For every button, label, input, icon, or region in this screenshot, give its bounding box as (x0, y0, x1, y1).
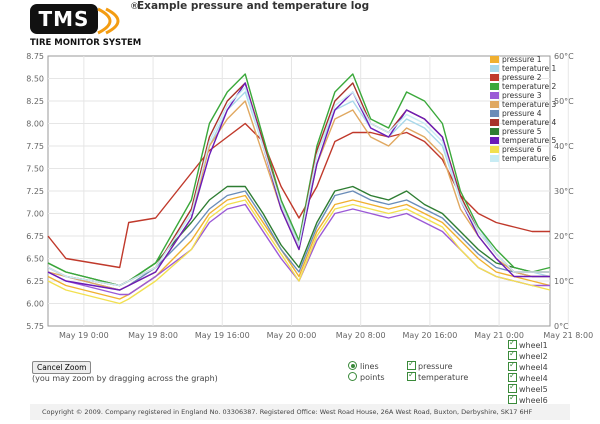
y-right-tick-label: 20°C (554, 232, 574, 241)
legend-entry: pressure 2 (502, 73, 542, 82)
wheel-label: wheel6 (519, 396, 548, 405)
radio-icon (348, 361, 357, 370)
y-left-tick-label: 5.75 (26, 322, 44, 331)
series-line-pressure-5 (47, 185, 550, 287)
y-left-tick-label: 6.00 (26, 300, 44, 309)
y-left-tick-label: 8.50 (26, 75, 44, 84)
show-temperature-checkbox[interactable]: temperature (407, 370, 469, 382)
x-tick-label: May 21 8:00 (543, 331, 593, 340)
legend-entry: pressure 4 (502, 109, 542, 118)
wheel-label: wheel5 (519, 385, 548, 394)
series-line-pressure-1 (47, 194, 551, 300)
x-tick-label: May 20 8:00 (336, 331, 386, 340)
legend-entry: temperature 4 (502, 118, 557, 127)
x-tick-label: May 21 0:00 (474, 331, 524, 340)
y-left-tick-label: 7.75 (26, 142, 44, 151)
series-line-pressure-4 (47, 190, 550, 291)
radio-icon (348, 372, 357, 381)
tms-logo: TMS ® TIRE MONITOR SYSTEM (30, 2, 142, 50)
y-left-tick-label: 6.50 (26, 255, 44, 264)
legend-swatch (490, 56, 499, 63)
checkbox-icon (407, 370, 416, 381)
logo-text: TMS (38, 7, 90, 31)
x-tick-label: May 19 8:00 (128, 331, 178, 340)
x-tick-label: May 19 0:00 (59, 331, 109, 340)
legend-swatch (490, 83, 499, 90)
y-left-tick-label: 7.00 (26, 210, 44, 219)
show-pressure-label: pressure (418, 362, 453, 371)
logo-registered-mark: ® (130, 2, 139, 12)
logo-box (30, 4, 98, 34)
legend-swatch (490, 65, 499, 72)
zoom-hint: (you may zoom by dragging across the gra… (32, 374, 218, 383)
legend-entry: pressure 3 (502, 91, 542, 100)
y-right-tick-label: 30°C (554, 187, 574, 196)
series-line-temperature-5 (47, 82, 550, 291)
legend-swatch (490, 155, 499, 162)
legend-entry: temperature 1 (502, 64, 557, 73)
cancel-zoom-button[interactable]: Cancel Zoom (32, 361, 92, 374)
y-left-tick-label: 7.50 (26, 165, 44, 174)
wheel-label: wheel4 (519, 363, 548, 372)
y-right-tick-label: 50°C (554, 97, 574, 106)
y-left-tick-label: 7.25 (26, 187, 44, 196)
y-right-tick-label: 0°C (554, 322, 569, 331)
legend-swatch (490, 119, 499, 126)
mode-lines-radio[interactable]: lines (348, 361, 379, 371)
series-line-pressure-6 (47, 199, 551, 305)
logo-subtitle: TIRE MONITOR SYSTEM (30, 38, 142, 48)
checkbox-icon (508, 349, 517, 360)
y-left-tick-label: 8.00 (26, 120, 44, 129)
y-left-tick-label: 6.75 (26, 232, 44, 241)
wheel-checkbox[interactable]: wheel6 (508, 393, 548, 405)
mode-points-radio[interactable]: points (348, 372, 385, 382)
checkbox-icon (508, 371, 517, 382)
legend-swatch (490, 137, 499, 144)
wheel-label: wheel2 (519, 352, 548, 361)
x-tick-label: May 19 16:00 (195, 331, 250, 340)
x-tick-label: May 20 0:00 (267, 331, 317, 340)
page-title: Example pressure and temperature log (137, 0, 370, 12)
legend-swatch (490, 74, 499, 81)
legend-swatch (490, 128, 499, 135)
legend-swatch (490, 101, 499, 108)
legend-swatch (490, 146, 499, 153)
y-left-tick-label: 8.25 (26, 97, 44, 106)
swoosh-icon (97, 7, 120, 35)
y-right-tick-label: 60°C (554, 52, 574, 61)
series-line-temperature-6 (47, 86, 550, 287)
legend-entry: temperature 6 (502, 154, 557, 163)
legend-entry: pressure 1 (502, 55, 542, 64)
series-line-temperature-2 (47, 73, 551, 287)
legend-entry: pressure 5 (502, 127, 542, 136)
x-tick-label: May 20 16:00 (402, 331, 457, 340)
footer: Copyright © 2009. Company registered in … (30, 404, 570, 420)
legend-entry: temperature 5 (502, 136, 557, 145)
y-left-tick-label: 8.75 (26, 52, 44, 61)
checkbox-icon (508, 360, 517, 371)
series-line-pressure-2 (47, 122, 550, 269)
legend-entry: pressure 6 (502, 145, 542, 154)
legend-entry: temperature 2 (502, 82, 557, 91)
legend-swatch (490, 110, 499, 117)
legend-entry: temperature 3 (502, 100, 557, 109)
wheel-label: wheel4 (519, 374, 548, 383)
y-left-tick-label: 6.25 (26, 277, 44, 286)
checkbox-icon (508, 382, 517, 393)
mode-points-label: points (360, 373, 385, 382)
y-right-tick-label: 10°C (554, 277, 574, 286)
checkbox-icon (407, 359, 416, 370)
wheel-label: wheel1 (519, 341, 548, 350)
mode-lines-label: lines (360, 362, 379, 371)
line-chart[interactable]: 8.75 8.50 8.25 8.00 7.75 7.50 7.25 7.00 6.75 6.50… (0, 0, 600, 345)
checkbox-icon (508, 338, 517, 349)
y-right-tick-label: 40°C (554, 142, 574, 151)
legend-swatch (490, 92, 499, 99)
checkbox-icon (508, 393, 517, 404)
show-temperature-label: temperature (418, 373, 469, 382)
